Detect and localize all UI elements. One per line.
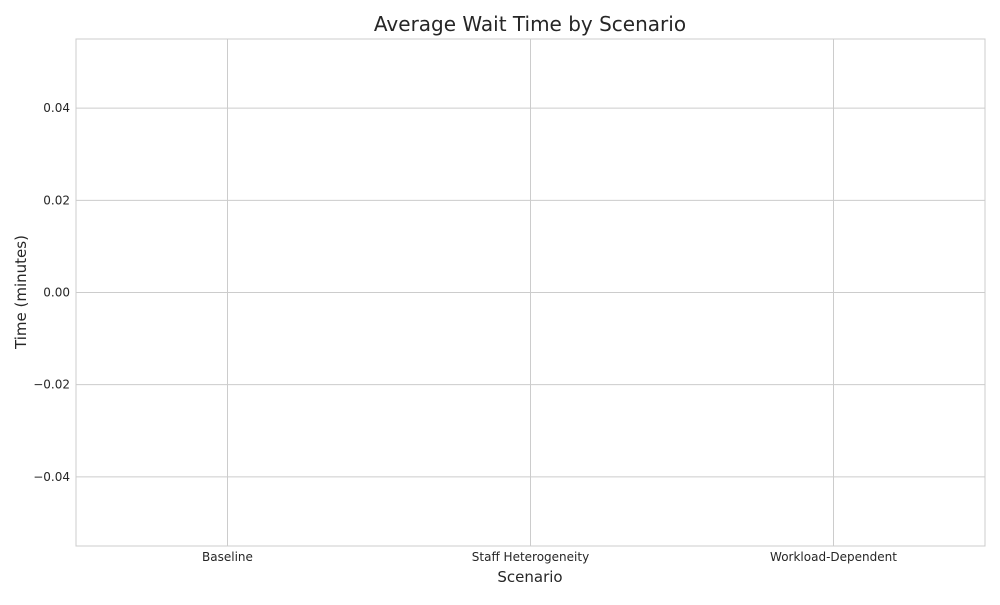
- y-tick-label: 0.02: [43, 193, 70, 207]
- y-tick-label: −0.04: [33, 470, 70, 484]
- y-axis-label: Time (minutes): [12, 235, 30, 350]
- y-tick-labels: 0.04 0.02 0.00 −0.02 −0.04: [33, 101, 70, 484]
- y-tick-label: −0.02: [33, 378, 70, 392]
- x-tick-label: Baseline: [202, 550, 253, 564]
- x-tick-labels: Baseline Staff Heterogeneity Workload-Depe…: [202, 550, 897, 564]
- y-tick-label: 0.04: [43, 101, 70, 115]
- chart-title: Average Wait Time by Scenario: [374, 12, 686, 36]
- x-tick-label: Staff Heterogeneity: [472, 550, 589, 564]
- plot-frame: [75, 38, 986, 547]
- x-axis-label: Scenario: [497, 568, 562, 586]
- grid-lines: [76, 39, 985, 546]
- y-tick-label: 0.00: [43, 286, 70, 300]
- x-tick-label: Workload-Dependent: [770, 550, 897, 564]
